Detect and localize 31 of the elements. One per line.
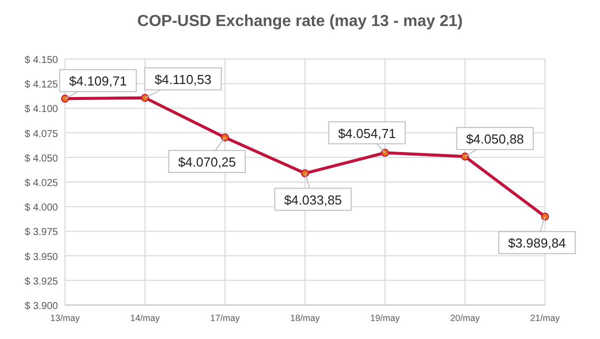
x-tick-label: 17/may — [210, 313, 240, 323]
y-tick-label: $ 4.000 — [24, 202, 58, 214]
y-tick-label: $ 4.100 — [24, 104, 58, 116]
x-tick-label: 18/may — [290, 313, 320, 323]
data-label: $4.033,85 — [284, 192, 342, 208]
y-tick-label: $ 4.050 — [24, 153, 58, 164]
point — [221, 133, 229, 142]
y-tick-label: $ 4.150 — [24, 55, 58, 66]
y-tick-label: $ 4.025 — [24, 178, 58, 189]
data-label: $4.050,88 — [466, 132, 524, 147]
x-tick-label: 21/may — [530, 313, 560, 323]
y-tick-label: $ 4.125 — [24, 80, 58, 91]
x-tick-label: 13/may — [50, 313, 80, 323]
chart-title: COP-USD Exchange rate (may 13 - may 21) — [137, 13, 463, 30]
y-tick-label: $ 3.925 — [24, 276, 58, 288]
data-label: $4.054,71 — [338, 126, 396, 141]
y-tick-label: $ 3.950 — [24, 252, 58, 263]
data-label: $3.989,84 — [508, 236, 566, 251]
point — [61, 94, 69, 103]
data-label: $4.070,25 — [178, 154, 236, 170]
data-label: $4.109,71 — [69, 74, 127, 89]
point — [541, 212, 549, 221]
x-tick-label: 19/may — [370, 313, 400, 323]
point — [381, 148, 389, 157]
x-tick-label: 20/may — [450, 313, 480, 323]
y-tick-label: $ 4.075 — [24, 128, 58, 140]
y-tick-label: $ 3.900 — [24, 301, 58, 312]
x-tick-label: 14/may — [130, 313, 160, 323]
y-tick-label: $ 3.975 — [24, 227, 58, 238]
point — [461, 152, 469, 161]
data-label: $4.110,53 — [154, 72, 212, 87]
